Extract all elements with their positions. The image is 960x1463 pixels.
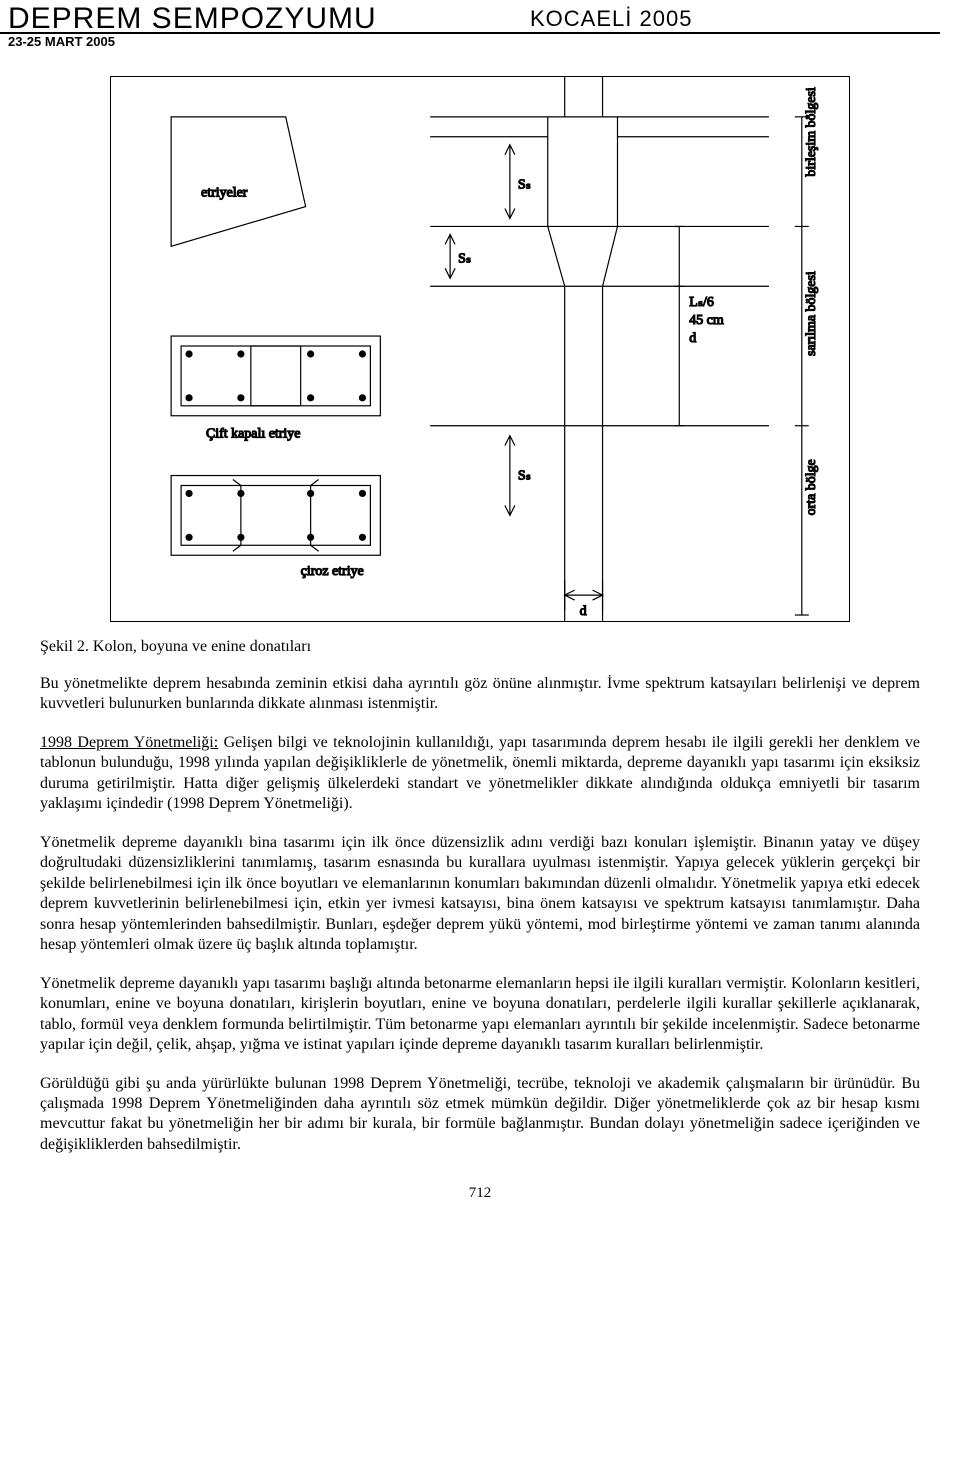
label-etriyeler: etriyeler — [201, 186, 248, 201]
header-rule — [0, 32, 940, 34]
paragraph-2: 1998 Deprem Yönetmeliği: Gelişen bilgi v… — [40, 733, 920, 815]
label-zone-param-0: Lₛ/6 — [689, 295, 714, 310]
label-ciroz: çiroz etriye — [301, 564, 364, 579]
label-ss-2: Sₛ — [458, 251, 471, 266]
label-cift-kapali: Çift kapalı etriye — [206, 427, 300, 442]
header-title: DEPREM SEMPOZYUMU — [8, 2, 377, 36]
label-sarilma: sarılma bölgesi — [804, 271, 819, 356]
label-d: d — [580, 604, 587, 619]
label-zone-param-2: d — [689, 331, 696, 346]
page-number: 712 — [0, 1185, 960, 1222]
label-birlesim: birleşim bölgesi — [804, 87, 819, 177]
header-subtitle: KOCAELİ 2005 — [530, 6, 692, 32]
figure-diagram: Sₛ Sₛ Sₛ — [110, 76, 850, 622]
paragraph-4: Yönetmelik depreme dayanıklı yapı tasarı… — [40, 974, 920, 1056]
paragraph-5: Görüldüğü gibi şu anda yürürlükte buluna… — [40, 1074, 920, 1156]
paragraph-1: Bu yönetmelikte deprem hesabında zeminin… — [40, 674, 920, 715]
page-header: DEPREM SEMPOZYUMU KOCAELİ 2005 23-25 MAR… — [0, 0, 960, 50]
paragraph-3: Yönetmelik depreme dayanıklı bina tasarı… — [40, 833, 920, 956]
figure-caption: Şekil 2. Kolon, boyuna ve enine donatıla… — [40, 638, 920, 656]
label-zone-param-1: 45 cm — [689, 313, 724, 328]
label-ss-3: Sₛ — [518, 469, 531, 484]
body-text: Bu yönetmelikte deprem hesabında zeminin… — [40, 674, 920, 1155]
label-orta: orta bölge — [804, 459, 819, 515]
label-ss-1: Sₛ — [518, 178, 531, 193]
p2-underline: 1998 Deprem Yönetmeliği: — [40, 734, 218, 751]
header-date: 23-25 MART 2005 — [8, 34, 115, 49]
